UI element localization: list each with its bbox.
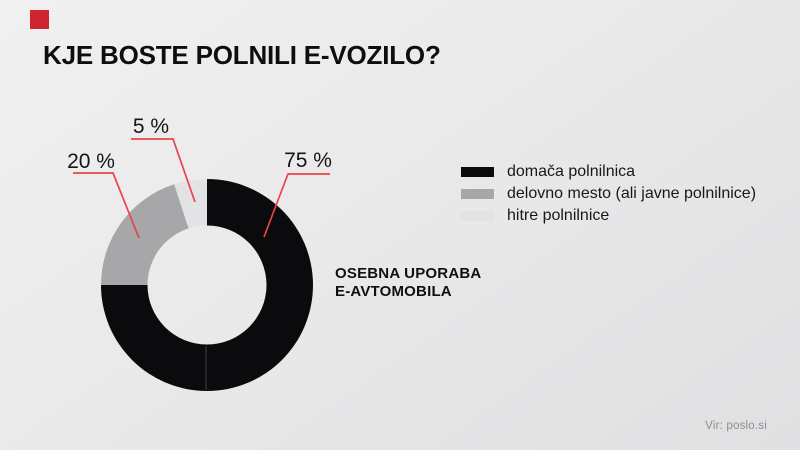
chart-annotation: OSEBNA UPORABA E-AVTOMOBILA	[335, 265, 481, 301]
leader-line-5pct	[131, 138, 196, 203]
page-title: KJE BOSTE POLNILI E-VOZILO?	[43, 40, 441, 70]
legend-label: domača polnilnica	[507, 163, 636, 180]
legend-swatch-gray	[461, 189, 494, 199]
legend-item-hitre-polnilnice: hitre polnilnice	[461, 205, 756, 227]
legend-swatch-black	[461, 167, 494, 177]
legend-label: hitre polnilnice	[507, 207, 610, 224]
donut-slice-hitre-polnilnice	[174, 179, 207, 229]
slice-label-5pct: 5 %	[132, 115, 170, 138]
donut-slice-delovno-mesto	[101, 184, 189, 285]
chart-annotation-line1: OSEBNA UPORABA	[335, 265, 482, 282]
leader-line-20pct	[73, 172, 140, 239]
chart-annotation-line2: E-AVTOMOBILA	[335, 283, 452, 300]
legend-item-domaca-polnilnica: domača polnilnica	[461, 161, 756, 183]
leader-line-75pct	[263, 173, 330, 238]
legend-item-delovno-mesto: delovno mesto (ali javne polnilnice)	[461, 183, 756, 205]
legend-label: delovno mesto (ali javne polnilnice)	[507, 185, 757, 202]
donut-slice-domaca-polnilnica	[101, 179, 313, 391]
source-credit: Vir: poslo.si	[705, 420, 767, 432]
brand-logo-square	[30, 10, 49, 29]
slice-label-75pct: 75 %	[284, 149, 332, 172]
slice-label-20pct: 20 %	[67, 150, 115, 173]
chart-legend: domača polnilnica delovno mesto (ali jav…	[461, 161, 756, 227]
legend-swatch-light	[461, 211, 494, 221]
